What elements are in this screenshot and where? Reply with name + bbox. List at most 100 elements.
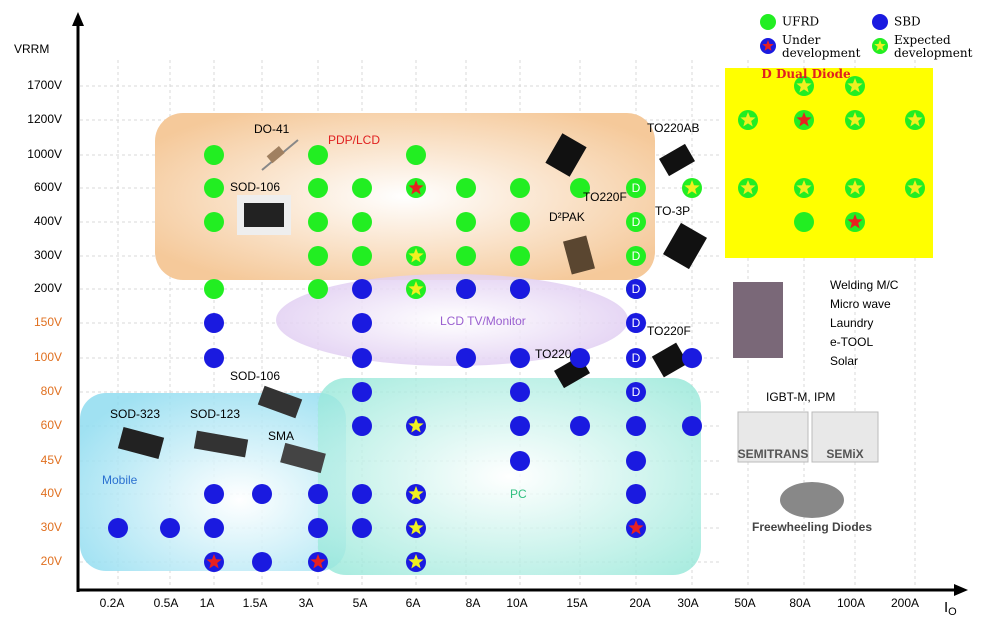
dot [204, 178, 224, 198]
dot [204, 313, 224, 333]
sod323 [117, 426, 165, 460]
x-tick-label: 30A [677, 596, 698, 610]
y-tick-label: 40V [41, 486, 62, 500]
x-tick-label: 50A [734, 596, 755, 610]
dot [308, 178, 328, 198]
dot [352, 212, 372, 232]
dual-mark: D [632, 385, 641, 399]
package-label: SOD-106 [230, 369, 280, 383]
dot [626, 416, 646, 436]
dot [204, 279, 224, 299]
dot [352, 246, 372, 266]
x-tick-label: 6A [406, 596, 421, 610]
axes: VRRM IO [14, 12, 968, 618]
to220f [545, 133, 587, 177]
dot [682, 416, 702, 436]
dot [510, 382, 530, 402]
y-tick-label: 200V [34, 281, 62, 295]
dot [352, 178, 372, 198]
application-label: Laundry [830, 316, 873, 330]
dot [308, 279, 328, 299]
x-tick-label: 8A [466, 596, 481, 610]
dual-mark: D [632, 282, 641, 296]
y-arrow [72, 12, 84, 26]
dot [204, 212, 224, 232]
dot [352, 382, 372, 402]
package-label: TO-3P [655, 204, 690, 218]
dot [252, 552, 272, 572]
y-tick-label: 100V [34, 350, 62, 364]
modules-footer: Freewheeling Diodes [752, 520, 872, 534]
dual-mark: D [632, 181, 641, 195]
to3p [663, 222, 707, 270]
star [740, 180, 756, 195]
region-label: LCD TV/Monitor [440, 314, 526, 328]
dot [456, 178, 476, 198]
wafer [780, 482, 844, 518]
dot [352, 484, 372, 504]
star [847, 214, 863, 229]
star [684, 180, 700, 195]
dual-mark: D [632, 249, 641, 263]
package-art [117, 133, 879, 518]
dot [352, 313, 372, 333]
x-tick-label: 100A [837, 596, 865, 610]
star [408, 486, 424, 501]
y-tick-label: 45V [41, 453, 62, 467]
dot [570, 348, 590, 368]
region-label: PDP/LCD [328, 133, 380, 147]
star [310, 554, 326, 569]
package-label: SOD-323 [110, 407, 160, 421]
x-tick-label: 5A [353, 596, 368, 610]
legend-star [762, 40, 774, 51]
module-label: SEMITRANS [738, 447, 809, 461]
dot [510, 178, 530, 198]
dot [160, 518, 180, 538]
y-tick-label: 20V [41, 554, 62, 568]
dot [456, 279, 476, 299]
dot [456, 246, 476, 266]
dot [510, 279, 530, 299]
sma [280, 442, 326, 474]
x-tick-label: 3A [299, 596, 314, 610]
dual-mark: D [632, 351, 641, 365]
star [408, 418, 424, 433]
region-label: Mobile [102, 473, 138, 487]
y-tick-label: 150V [34, 315, 62, 329]
x-tick-label: 0.5A [154, 596, 179, 610]
sod123 [193, 430, 249, 458]
dot [626, 382, 646, 402]
dot [626, 178, 646, 198]
star [408, 520, 424, 535]
sod106-2 [257, 385, 303, 419]
legend-swatch [760, 14, 776, 30]
package-label: DO-41 [254, 122, 290, 136]
application-label: Welding M/C [830, 278, 899, 292]
region-label: PC [510, 487, 527, 501]
x-tick-label: 1.5A [243, 596, 268, 610]
x-label-sub: O [948, 606, 957, 618]
dot [308, 518, 328, 538]
star [408, 281, 424, 296]
dot [626, 212, 646, 232]
star [847, 112, 863, 127]
package-label: TO220F [647, 324, 691, 338]
star [408, 554, 424, 569]
do41-body [266, 146, 285, 164]
dot [252, 484, 272, 504]
dot [510, 451, 530, 471]
dot [204, 518, 224, 538]
x-tick-label: 0.2A [100, 596, 125, 610]
module-label: SEMiX [826, 447, 863, 461]
dual-mark: D [632, 215, 641, 229]
application-label: Solar [830, 354, 858, 368]
star [796, 78, 812, 93]
legend-swatch [872, 14, 888, 30]
application-label: Micro wave [830, 297, 891, 311]
y-tick-label: 1200V [27, 112, 62, 126]
x-arrow [954, 584, 968, 596]
modules-title: IGBT-M, IPM [766, 390, 835, 404]
marks: D D D D D D D [108, 76, 925, 572]
